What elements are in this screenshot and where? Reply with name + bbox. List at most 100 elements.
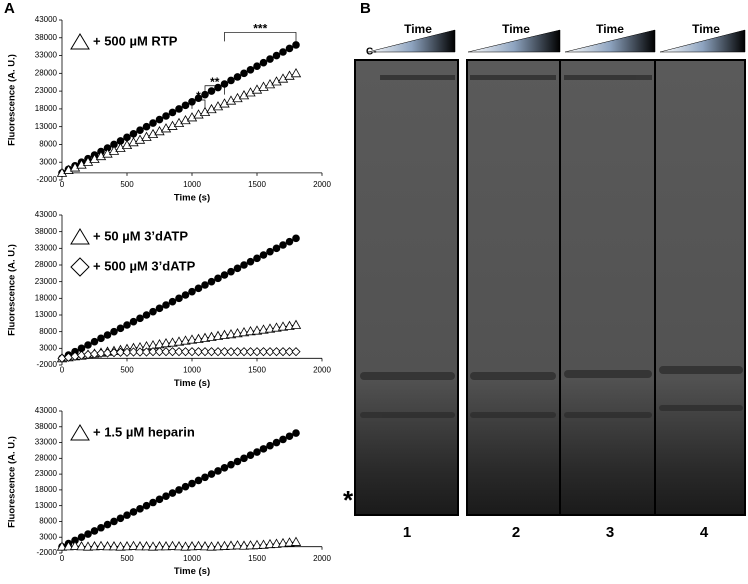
y-tick-label: -2000 — [37, 360, 58, 369]
point — [155, 495, 164, 504]
point — [201, 473, 209, 482]
point — [258, 539, 269, 549]
y-tick-label: 23000 — [35, 469, 58, 478]
y-tick-label: 23000 — [35, 86, 58, 95]
point — [142, 122, 151, 131]
point — [199, 541, 211, 551]
point — [116, 137, 125, 145]
y-tick-label: 38000 — [35, 422, 58, 431]
legend-marker — [70, 228, 90, 245]
point — [115, 541, 126, 551]
point — [71, 536, 79, 545]
y-axis-title: Fluorescence (A. U.) — [7, 244, 18, 336]
panel-label: A — [4, 0, 15, 17]
point — [56, 541, 68, 551]
point — [136, 126, 144, 135]
point — [279, 48, 287, 56]
point — [193, 540, 204, 550]
point — [292, 234, 300, 243]
point — [272, 51, 281, 60]
point — [233, 264, 242, 273]
point — [292, 429, 300, 437]
legend-marker — [70, 257, 90, 277]
point — [219, 329, 230, 339]
point — [271, 538, 282, 548]
x-tick-label: 2000 — [313, 365, 331, 374]
point — [285, 237, 294, 246]
point — [168, 297, 177, 306]
point — [284, 537, 295, 547]
x-tick-label: 1500 — [248, 180, 266, 189]
point — [135, 347, 145, 357]
point — [259, 251, 268, 259]
x-tick-label: 1500 — [248, 554, 266, 563]
point — [155, 115, 164, 124]
point — [279, 241, 287, 249]
point — [277, 321, 289, 331]
point — [181, 101, 190, 110]
point — [240, 69, 248, 78]
point — [160, 338, 172, 348]
point — [284, 70, 295, 80]
point — [253, 62, 261, 71]
gel-bands — [360, 75, 743, 418]
point — [291, 347, 301, 357]
y-tick-label: 18000 — [35, 293, 58, 302]
point — [246, 451, 255, 459]
y-tick-label: 18000 — [35, 485, 58, 494]
point — [110, 327, 118, 336]
legend-marker — [70, 424, 90, 441]
point — [214, 467, 222, 475]
x-tick-label: 0 — [60, 554, 65, 563]
gel-panel — [466, 59, 746, 516]
point — [264, 538, 276, 549]
point — [69, 540, 81, 550]
point — [134, 541, 146, 551]
point — [200, 347, 210, 357]
control-label: C- — [366, 47, 377, 58]
point — [212, 541, 224, 551]
time-label: Time — [692, 22, 720, 36]
time-label: Time — [596, 22, 624, 36]
y-tick-label: 33000 — [35, 51, 58, 60]
point — [123, 511, 131, 519]
point — [162, 301, 170, 309]
y-tick-label: 18000 — [35, 104, 58, 113]
point — [116, 514, 125, 523]
gel: Time Time Time Time C- * 1 2 3 4 — [343, 22, 746, 541]
y-tick-label: 33000 — [35, 243, 58, 252]
point — [136, 314, 144, 323]
point — [253, 448, 261, 456]
point — [194, 284, 203, 293]
point — [232, 347, 243, 357]
point — [175, 486, 183, 494]
point — [141, 347, 152, 357]
point — [188, 287, 196, 296]
point — [175, 105, 183, 113]
point — [181, 291, 190, 299]
point — [129, 508, 138, 516]
point — [180, 541, 191, 551]
point — [285, 44, 294, 53]
point — [103, 144, 112, 152]
point — [285, 432, 294, 441]
y-tick-label: 13000 — [35, 310, 58, 319]
point — [149, 498, 157, 507]
point — [142, 501, 151, 510]
point — [226, 347, 236, 357]
point — [82, 541, 94, 551]
y-tick-label: 3000 — [39, 343, 57, 352]
significance-label: ** — [210, 75, 220, 89]
point — [90, 337, 99, 346]
x-axis-title: Time (s) — [174, 378, 210, 389]
point — [95, 150, 107, 161]
point — [187, 347, 197, 357]
point — [129, 317, 138, 326]
point — [148, 347, 158, 357]
y-tick-label: 23000 — [35, 277, 58, 286]
point — [162, 112, 170, 120]
point — [233, 73, 242, 81]
point — [246, 65, 255, 74]
time-label: Time — [502, 22, 530, 36]
